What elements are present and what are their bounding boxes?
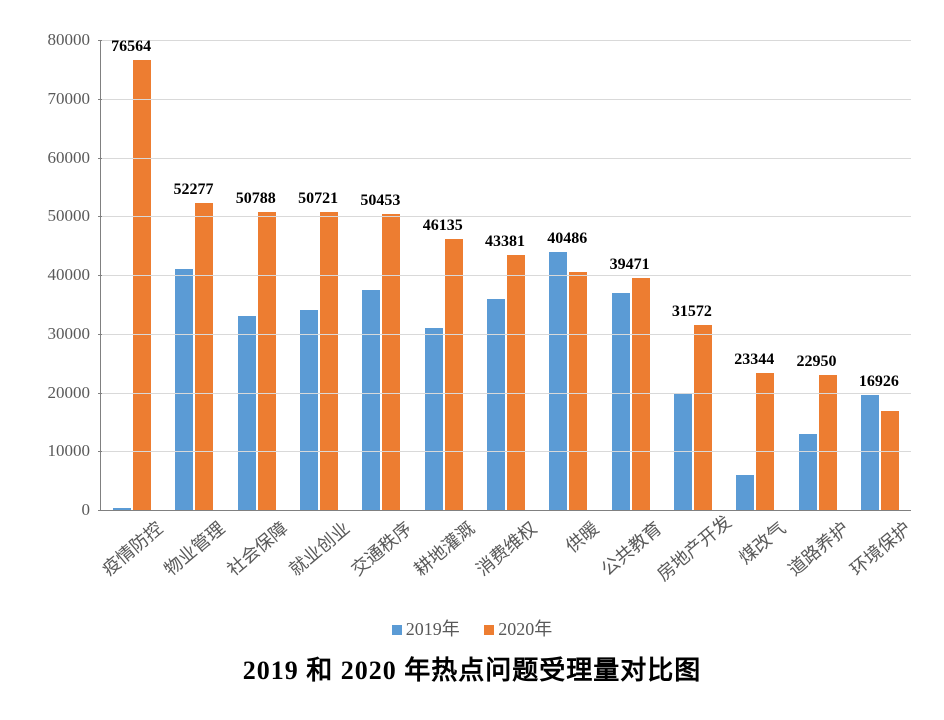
bar-value-label: 52277 (173, 181, 213, 199)
chart-container: 2019年 2020年 2019 和 2020 年热点问题受理量对比图 0 100… (20, 20, 924, 700)
x-category-label: 供暖 (526, 515, 604, 586)
ytick-label: 0 (20, 500, 90, 520)
plot-area (100, 40, 911, 511)
x-category-label: 物业管理 (152, 515, 230, 586)
bar-2020 (569, 272, 587, 510)
bar-2019 (799, 434, 817, 510)
bar-value-label: 46135 (423, 217, 463, 235)
bar-value-label: 43381 (485, 233, 525, 251)
gridline (101, 334, 911, 335)
bar-2019 (300, 310, 318, 510)
chart-title: 2019 和 2020 年热点问题受理量对比图 (20, 650, 924, 687)
x-category-label: 公共教育 (588, 515, 666, 586)
x-category-label: 道路养护 (775, 515, 853, 586)
gridline (101, 275, 911, 276)
ytick-mark (98, 99, 102, 100)
ytick-mark (98, 393, 102, 394)
legend-label-2020: 2020年 (498, 619, 552, 639)
ytick-label: 80000 (20, 30, 90, 50)
legend-swatch-2019 (392, 625, 402, 635)
bar-2019 (113, 508, 131, 510)
x-category-label: 消费维权 (464, 515, 542, 586)
x-category-label: 就业创业 (277, 515, 355, 586)
x-category-label: 社会保障 (214, 515, 292, 586)
ytick-mark (98, 158, 102, 159)
bar-value-label: 76564 (111, 38, 151, 56)
bar-2019 (425, 328, 443, 510)
ytick-label: 70000 (20, 89, 90, 109)
bar-2019 (736, 475, 754, 510)
bar-value-label: 16926 (859, 373, 899, 391)
bar-value-label: 39471 (610, 256, 650, 274)
bar-2020 (507, 255, 525, 510)
ytick-mark (98, 510, 102, 511)
bar-value-label: 40486 (547, 230, 587, 248)
bar-value-label: 50721 (298, 190, 338, 208)
gridline (101, 99, 911, 100)
gridline (101, 393, 911, 394)
ytick-mark (98, 451, 102, 452)
x-category-label: 房地产开发 (651, 515, 729, 586)
gridline (101, 158, 911, 159)
ytick-label: 10000 (20, 441, 90, 461)
ytick-label: 50000 (20, 206, 90, 226)
bar-value-label: 31572 (672, 303, 712, 321)
gridline (101, 216, 911, 217)
bar-value-label: 23344 (734, 351, 774, 369)
legend-swatch-2020 (484, 625, 494, 635)
legend-item-2020: 2020年 (484, 615, 552, 641)
bar-2019 (175, 269, 193, 510)
ytick-label: 60000 (20, 148, 90, 168)
ytick-mark (98, 334, 102, 335)
bar-2019 (362, 290, 380, 510)
bar-value-label: 50453 (360, 192, 400, 210)
bar-2020 (694, 325, 712, 510)
bar-2020 (382, 214, 400, 510)
bar-2020 (632, 278, 650, 510)
ytick-label: 20000 (20, 383, 90, 403)
bar-2020 (133, 60, 151, 510)
ytick-mark (98, 216, 102, 217)
bar-2019 (861, 395, 879, 510)
legend-label-2019: 2019年 (406, 619, 460, 639)
x-category-label: 交通秩序 (339, 515, 417, 586)
bar-value-label: 22950 (797, 353, 837, 371)
bar-2019 (238, 316, 256, 510)
bar-2019 (612, 293, 630, 510)
bar-2020 (258, 212, 276, 510)
legend: 2019年 2020年 (20, 615, 924, 641)
bar-2020 (195, 203, 213, 510)
gridline (101, 40, 911, 41)
bar-2020 (445, 239, 463, 510)
ytick-label: 30000 (20, 324, 90, 344)
ytick-mark (98, 40, 102, 41)
ytick-label: 40000 (20, 265, 90, 285)
bar-value-label: 50788 (236, 190, 276, 208)
bar-2020 (819, 375, 837, 510)
bar-2020 (881, 411, 899, 510)
bar-2020 (320, 212, 338, 510)
x-category-label: 环境保护 (838, 515, 916, 586)
ytick-mark (98, 275, 102, 276)
bar-2019 (549, 252, 567, 511)
legend-item-2019: 2019年 (392, 615, 460, 641)
x-category-label: 耕地灌溉 (401, 515, 479, 586)
x-category-label: 疫情防控 (90, 515, 168, 586)
bar-2019 (487, 299, 505, 511)
gridline (101, 451, 911, 452)
